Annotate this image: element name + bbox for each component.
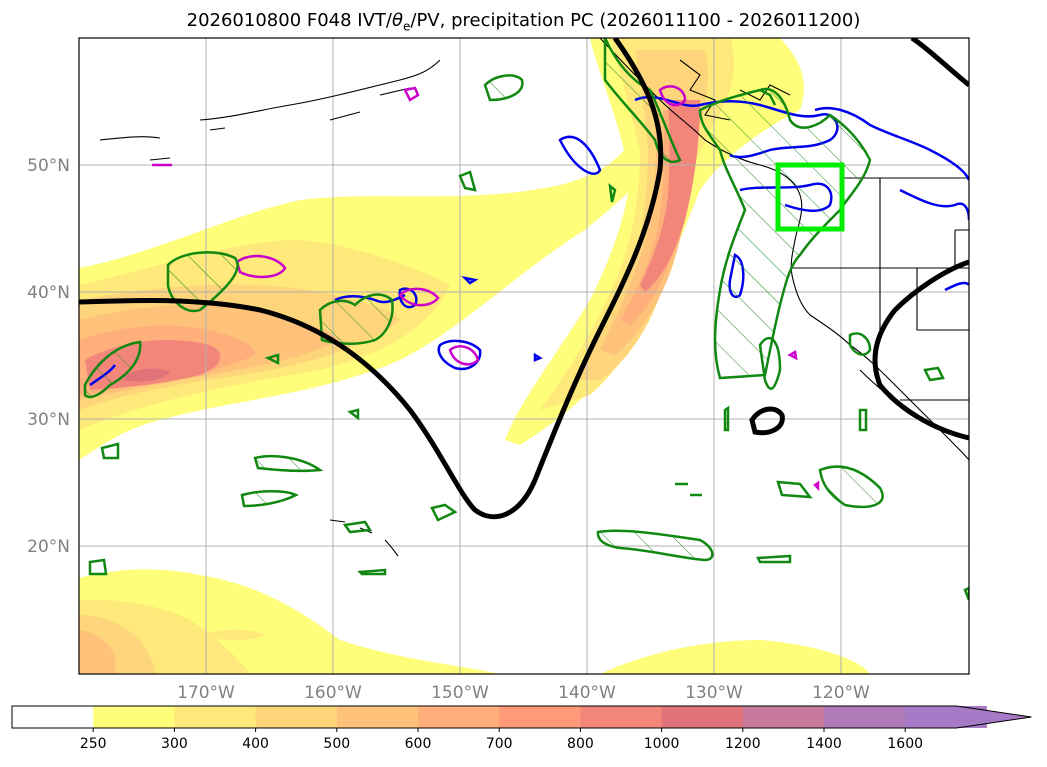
colorbar-tick-label: 1400 [806,736,842,752]
map-area [79,38,969,674]
lat-label-40: 40°N [27,283,70,303]
colorbar-segment [580,706,663,728]
lat-label-20: 20°N [27,537,70,557]
colorbar-tick-label: 300 [161,736,188,752]
colorbar-segment [174,706,257,728]
colorbar-tick-label: 250 [80,736,107,752]
lon-labels: 170°W 160°W 150°W 140°W 130°W 120°W [177,683,870,703]
lat-label-50: 50°N [27,156,70,176]
lon-label-150w: 150°W [431,683,489,703]
colorbar-outline [11,705,1032,729]
lon-label-140w: 140°W [558,683,616,703]
colorbar-segment [742,706,825,728]
colorbar-segment [499,706,581,728]
figure-title: 2026010800 F048 IVT/θe/PV, precipitation… [186,10,861,34]
colorbar-tick-label: 600 [405,736,432,752]
colorbar-tick-label: 1200 [725,736,761,752]
colorbar-segment [93,706,175,728]
green-hatched-regions [83,38,969,601]
region-box [775,162,845,232]
lon-label-120w: 120°W [812,683,870,703]
colorbar-segment [336,706,419,728]
lat-label-30: 30°N [27,410,70,430]
colorbar-segment [824,706,906,728]
colorbar-tick-label: 1000 [644,736,680,752]
colorbar-tick-label: 400 [242,736,269,752]
colorbar-segment [255,706,338,728]
colorbar-segment [12,706,94,728]
colorbar-tick-label: 1600 [887,736,923,752]
pv-contours [79,38,969,520]
colorbar-extend-arrow [905,706,1032,728]
lon-label-130w: 130°W [685,683,743,703]
lat-labels: 20°N 30°N 40°N 50°N [27,156,70,557]
colorbar-tick-label: 500 [323,736,350,752]
colorbar-tick-label: 700 [486,736,513,752]
lon-label-160w: 160°W [304,683,362,703]
lon-label-170w: 170°W [177,683,235,703]
colorbar-tick-label: 800 [567,736,594,752]
colorbar: 250 300 400 500 600 700 800 1000 1200 1400 1600 [11,705,1032,752]
colorbar-segment [661,706,744,728]
map-frame [78,37,970,675]
magenta-contours [152,85,820,492]
colorbar-segment [418,706,500,728]
